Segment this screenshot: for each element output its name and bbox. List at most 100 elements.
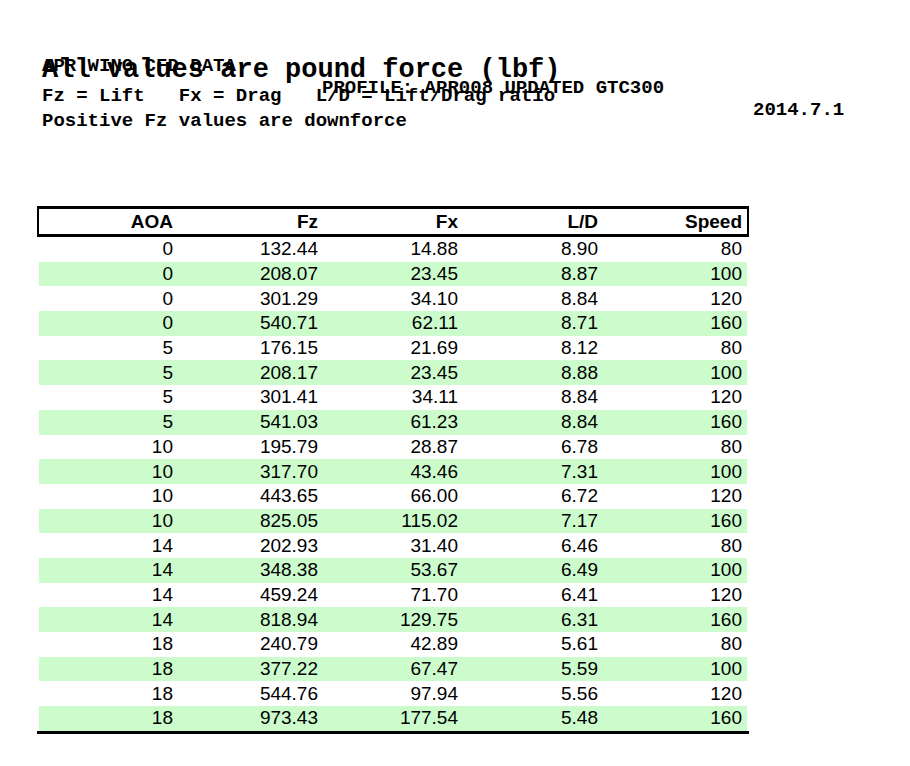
table-cell: 14: [38, 607, 178, 632]
table-cell: 80: [603, 533, 748, 558]
table-cell: 5: [38, 410, 178, 435]
table-cell: 0: [38, 311, 178, 336]
table-cell: 67.47: [323, 657, 463, 682]
table-cell: 8.87: [463, 262, 603, 287]
table-row: 0301.2934.108.84120: [38, 286, 748, 311]
table-cell: 120: [603, 286, 748, 311]
table-cell: 6.46: [463, 533, 603, 558]
downforce-note: Positive Fz values are downforce: [42, 111, 407, 133]
table-cell: 28.87: [323, 435, 463, 460]
table-cell: 160: [603, 311, 748, 336]
table-row: 14459.2471.706.41120: [38, 583, 748, 608]
table-cell: 818.94: [178, 607, 323, 632]
table-cell: 443.65: [178, 484, 323, 509]
table-cell: 66.00: [323, 484, 463, 509]
table-cell: 208.17: [178, 360, 323, 385]
table-cell: 348.38: [178, 558, 323, 583]
table-cell: 7.31: [463, 459, 603, 484]
table-cell: 10: [38, 484, 178, 509]
table-cell: 544.76: [178, 681, 323, 706]
table-cell: 8.84: [463, 286, 603, 311]
table-cell: 100: [603, 558, 748, 583]
table-cell: 5.61: [463, 632, 603, 657]
table-cell: 8.84: [463, 385, 603, 410]
table-cell: 5.56: [463, 681, 603, 706]
table-cell: 14: [38, 533, 178, 558]
table-cell: 0: [38, 286, 178, 311]
table-cell: 540.71: [178, 311, 323, 336]
table-cell: 6.41: [463, 583, 603, 608]
table-row: 10443.6566.006.72120: [38, 484, 748, 509]
table-row: 10195.7928.876.7880: [38, 435, 748, 460]
table-cell: 80: [603, 236, 748, 262]
table-cell: 8.84: [463, 410, 603, 435]
table-cell: 973.43: [178, 706, 323, 732]
table-cell: 5: [38, 385, 178, 410]
column-header-aoa: AOA: [38, 208, 178, 236]
table-cell: 301.29: [178, 286, 323, 311]
table-cell: 34.10: [323, 286, 463, 311]
table-row: 14818.94129.756.31160: [38, 607, 748, 632]
table-row: 10317.7043.467.31100: [38, 459, 748, 484]
table-cell: 301.41: [178, 385, 323, 410]
table-cell: 8.90: [463, 236, 603, 262]
table-row: 0540.7162.118.71160: [38, 311, 748, 336]
table-cell: 5.59: [463, 657, 603, 682]
table-cell: 14: [38, 583, 178, 608]
table-cell: 825.05: [178, 509, 323, 534]
table-row: 0208.0723.458.87100: [38, 262, 748, 287]
table-cell: 240.79: [178, 632, 323, 657]
table-cell: 80: [603, 435, 748, 460]
table-row: 0132.4414.888.9080: [38, 236, 748, 262]
table-cell: 80: [603, 336, 748, 361]
table-cell: 6.78: [463, 435, 603, 460]
table-row: 5176.1521.698.1280: [38, 336, 748, 361]
table-header: AOAFzFxL/DSpeed: [38, 208, 748, 236]
table-cell: 8.71: [463, 311, 603, 336]
page: { "header": { "line1_left": "APR WING CF…: [0, 0, 910, 766]
table-row: 18544.7697.945.56120: [38, 681, 748, 706]
table-cell: 0: [38, 262, 178, 287]
table-cell: 120: [603, 681, 748, 706]
table-cell: 6.31: [463, 607, 603, 632]
table-cell: 97.94: [323, 681, 463, 706]
legend-note: Fz = Lift Fx = Drag L/D = Lift/Drag rati…: [42, 86, 555, 108]
table-row: 14348.3853.676.49100: [38, 558, 748, 583]
table-cell: 129.75: [323, 607, 463, 632]
table-cell: 100: [603, 459, 748, 484]
table-cell: 459.24: [178, 583, 323, 608]
table-cell: 18: [38, 681, 178, 706]
table-cell: 208.07: [178, 262, 323, 287]
version-date: 2014.7.1: [753, 100, 844, 122]
table-row: 18240.7942.895.6180: [38, 632, 748, 657]
table-row: 5208.1723.458.88100: [38, 360, 748, 385]
table-cell: 195.79: [178, 435, 323, 460]
table-cell: 100: [603, 360, 748, 385]
table-cell: 160: [603, 607, 748, 632]
table-row: 14202.9331.406.4680: [38, 533, 748, 558]
table-cell: 377.22: [178, 657, 323, 682]
table-row: 5541.0361.238.84160: [38, 410, 748, 435]
table-cell: 10: [38, 509, 178, 534]
table-cell: 120: [603, 385, 748, 410]
table-cell: 14: [38, 558, 178, 583]
table-cell: 71.70: [323, 583, 463, 608]
table-cell: 160: [603, 509, 748, 534]
column-header-fz: Fz: [178, 208, 323, 236]
table-cell: 10: [38, 459, 178, 484]
table-cell: 62.11: [323, 311, 463, 336]
table-cell: 23.45: [323, 360, 463, 385]
table-cell: 317.70: [178, 459, 323, 484]
table-cell: 61.23: [323, 410, 463, 435]
table-cell: 120: [603, 583, 748, 608]
units-note: All values are pound force (lbf): [42, 55, 560, 86]
column-header-l-d: L/D: [463, 208, 603, 236]
table-cell: 115.02: [323, 509, 463, 534]
table-row: 10825.05115.027.17160: [38, 509, 748, 534]
table-row: 18973.43177.545.48160: [38, 706, 748, 732]
table-cell: 8.12: [463, 336, 603, 361]
table-cell: 10: [38, 435, 178, 460]
table-cell: 5: [38, 360, 178, 385]
column-header-speed: Speed: [603, 208, 748, 236]
table-cell: 14.88: [323, 236, 463, 262]
